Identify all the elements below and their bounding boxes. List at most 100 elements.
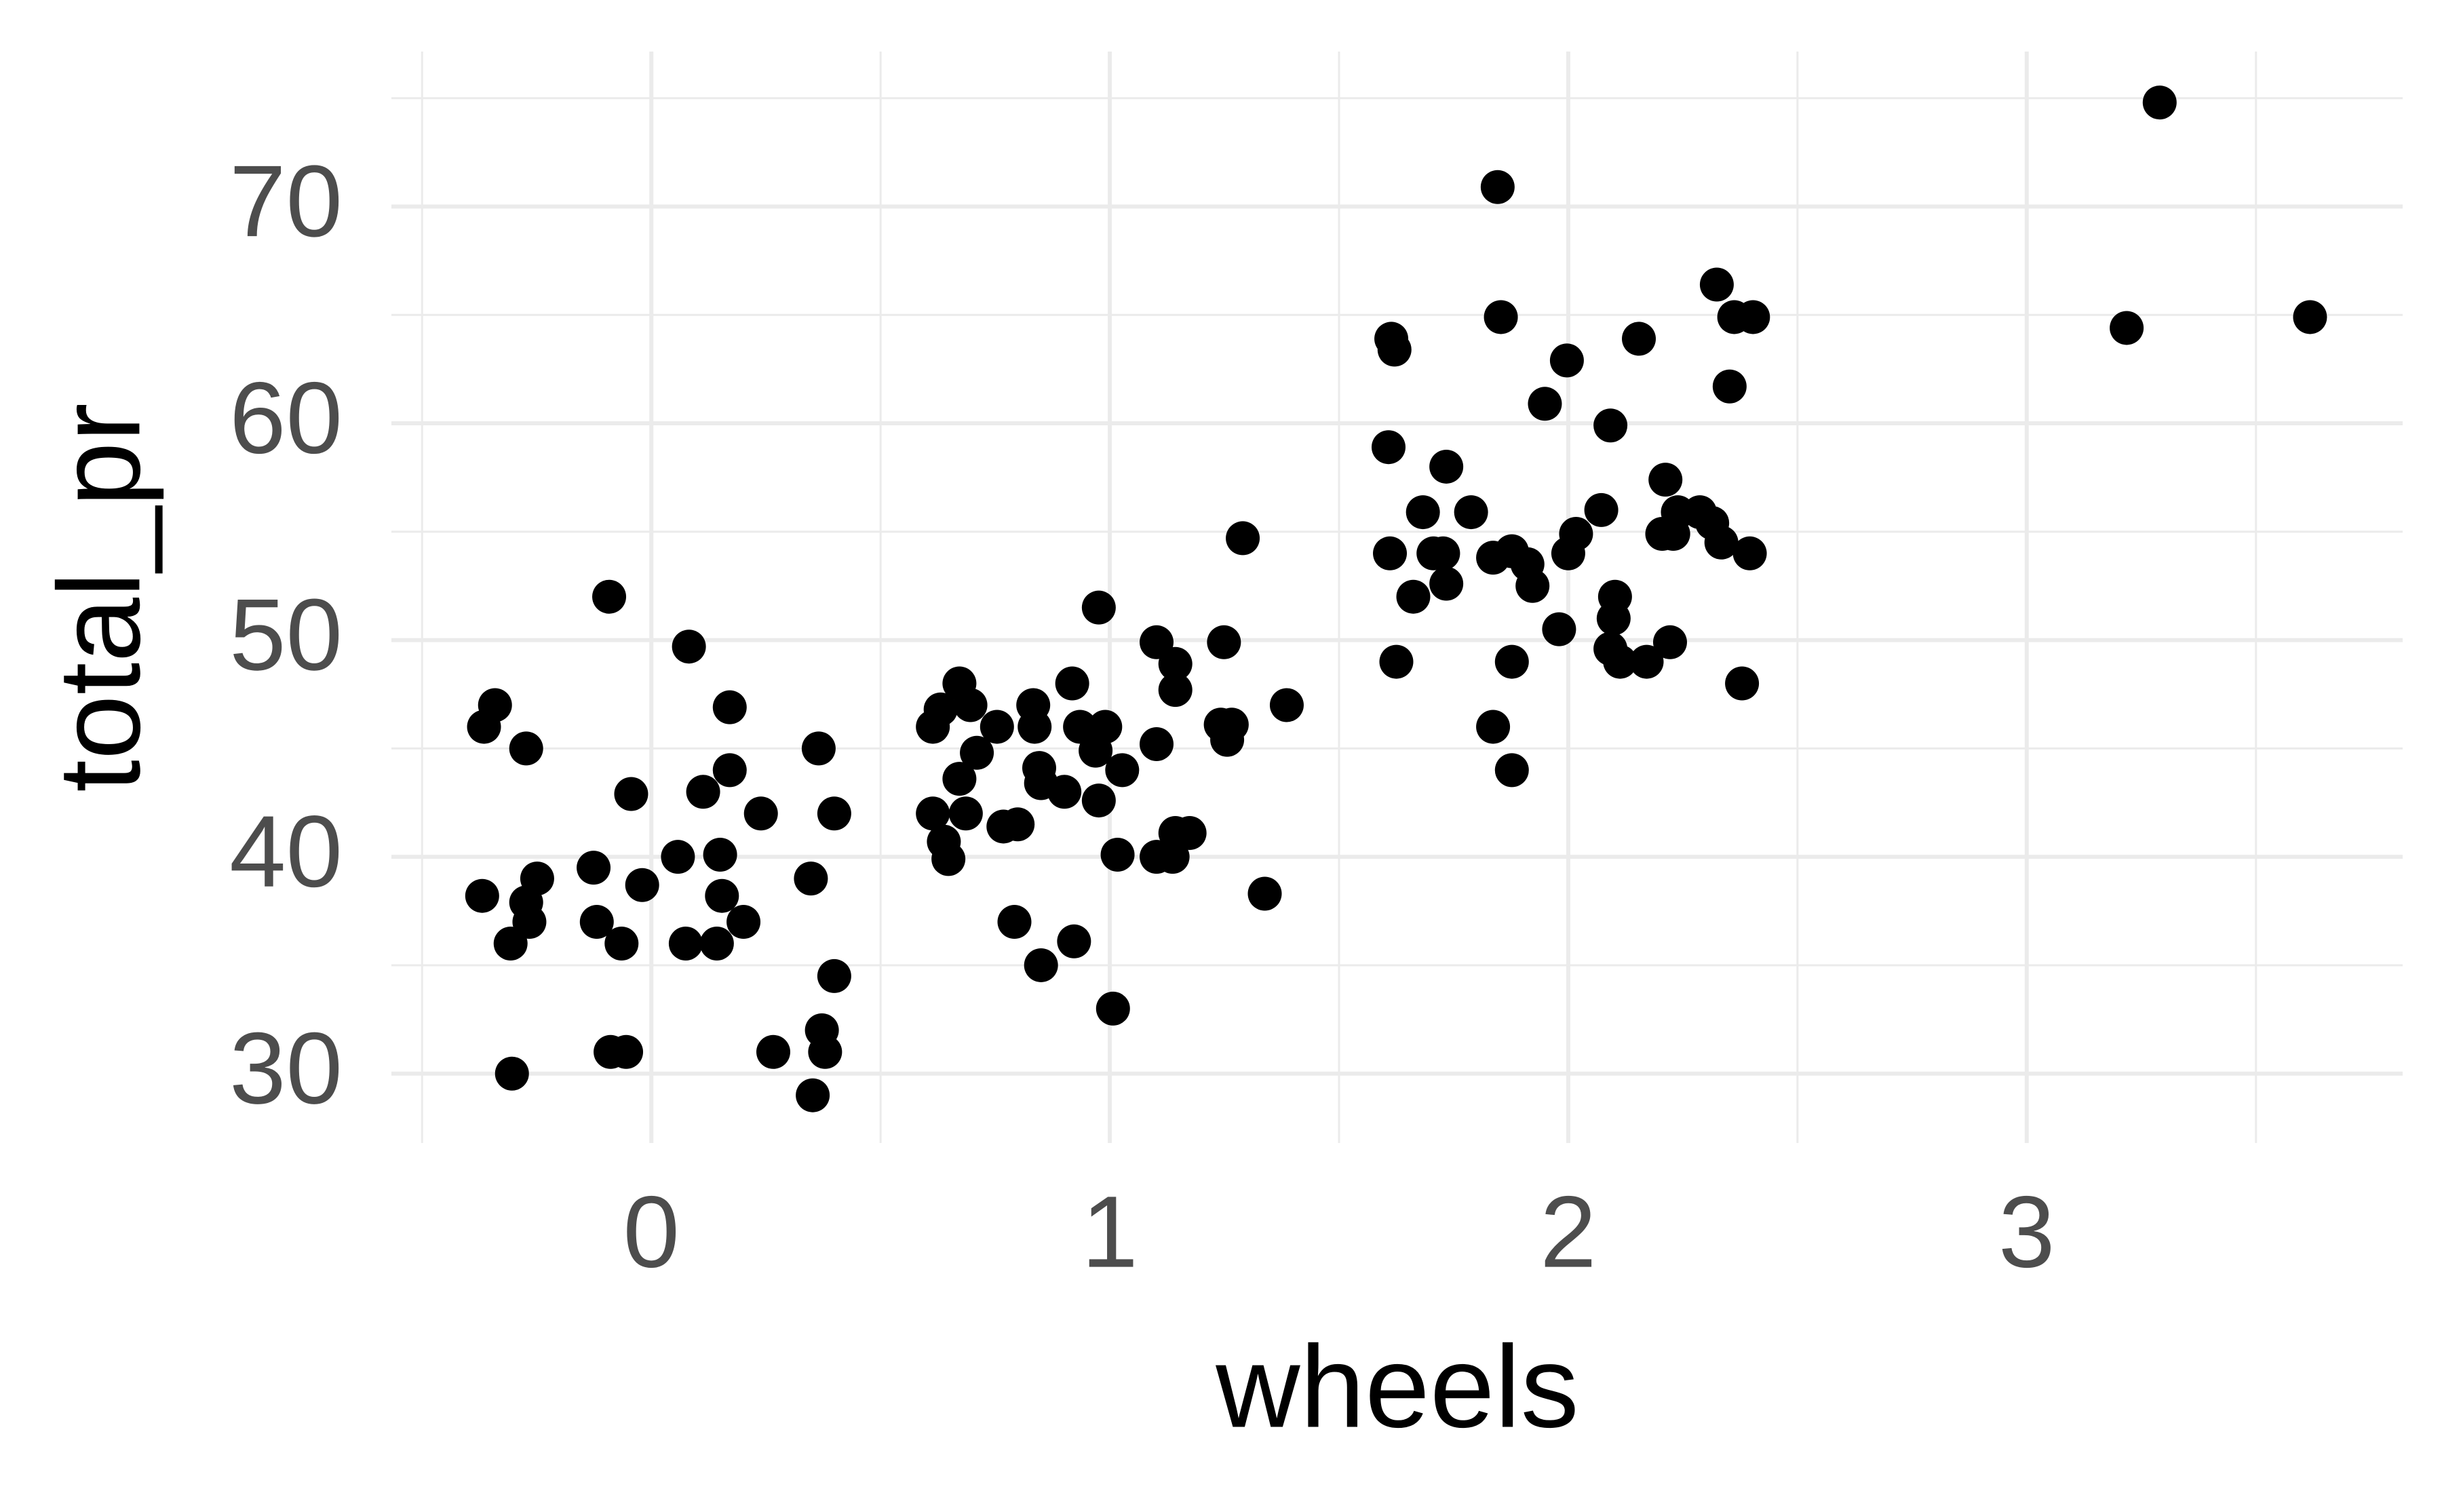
point (796, 1078, 830, 1112)
point (1494, 753, 1529, 788)
point (592, 579, 627, 614)
point (1172, 816, 1207, 851)
point (817, 958, 851, 993)
point (1732, 536, 1767, 570)
point (1622, 322, 1656, 356)
point (997, 905, 1032, 939)
y-tick-label: 30 (229, 1011, 343, 1125)
point (1100, 837, 1135, 872)
point (1584, 492, 1619, 527)
point (1515, 568, 1550, 603)
point (1373, 536, 1408, 570)
point (2110, 311, 2144, 345)
x-tick-label: 2 (1540, 1175, 1596, 1289)
point (1528, 387, 1562, 421)
point (699, 927, 734, 961)
y-tick-label: 60 (229, 361, 343, 475)
point (1454, 495, 1488, 530)
point (520, 861, 554, 896)
point (661, 840, 695, 874)
point (1081, 783, 1116, 818)
y-axis-title: total_pr (34, 403, 164, 792)
point (712, 753, 747, 788)
point (705, 878, 739, 913)
point (1494, 644, 1529, 679)
point (668, 927, 703, 961)
point (923, 692, 958, 726)
point (942, 762, 977, 796)
x-axis-title: wheels (1215, 1321, 1578, 1452)
point (1396, 579, 1431, 614)
point (1158, 646, 1193, 681)
point (808, 1034, 842, 1069)
point (817, 796, 851, 831)
point (1648, 463, 1683, 497)
point (579, 905, 614, 939)
point (686, 775, 720, 809)
point (1207, 625, 1241, 659)
point (609, 1034, 644, 1069)
point (953, 688, 988, 722)
point (1593, 408, 1628, 443)
point (1542, 612, 1576, 646)
point (1096, 991, 1130, 1026)
point (1603, 644, 1637, 679)
point (1476, 710, 1511, 744)
y-tick-label: 40 (229, 794, 343, 908)
x-tick-label: 3 (1998, 1175, 2055, 1289)
point (931, 842, 966, 876)
point (1699, 267, 1734, 302)
point (1018, 710, 1052, 744)
x-tick-label: 1 (1081, 1175, 1138, 1289)
point (478, 688, 512, 722)
point (1158, 673, 1193, 707)
point (801, 731, 836, 766)
point (672, 629, 706, 664)
point (1429, 566, 1464, 601)
point (960, 735, 994, 770)
point (1377, 332, 1412, 367)
point (1379, 644, 1414, 679)
point (794, 861, 828, 896)
point (2293, 300, 2327, 334)
point (743, 796, 778, 831)
point (1712, 369, 1747, 404)
point (1704, 525, 1739, 560)
point (1652, 625, 1687, 659)
point (1081, 590, 1116, 625)
point (1269, 688, 1304, 722)
point (1549, 343, 1584, 378)
point (614, 777, 648, 811)
y-tick-label: 50 (229, 577, 343, 691)
point (1140, 727, 1174, 762)
point (980, 710, 1014, 744)
point (495, 1056, 529, 1091)
point (948, 796, 983, 831)
point (703, 837, 737, 872)
point (1484, 300, 1518, 334)
point (509, 731, 543, 766)
point (1559, 517, 1593, 551)
point (712, 690, 747, 724)
point (465, 878, 499, 913)
point (1247, 876, 1282, 911)
point (1055, 666, 1089, 701)
point (1480, 170, 1515, 204)
point (1214, 707, 1249, 742)
point (625, 868, 659, 902)
point (1736, 300, 1770, 334)
point (604, 927, 639, 961)
point (756, 1034, 790, 1069)
point (1088, 710, 1123, 744)
point (1226, 521, 1260, 556)
point (512, 905, 547, 939)
point (1057, 924, 1091, 958)
point (916, 796, 950, 831)
point (1426, 536, 1460, 570)
point (1047, 775, 1082, 809)
point (1429, 449, 1464, 484)
point (1629, 644, 1664, 679)
point (2142, 85, 2177, 120)
